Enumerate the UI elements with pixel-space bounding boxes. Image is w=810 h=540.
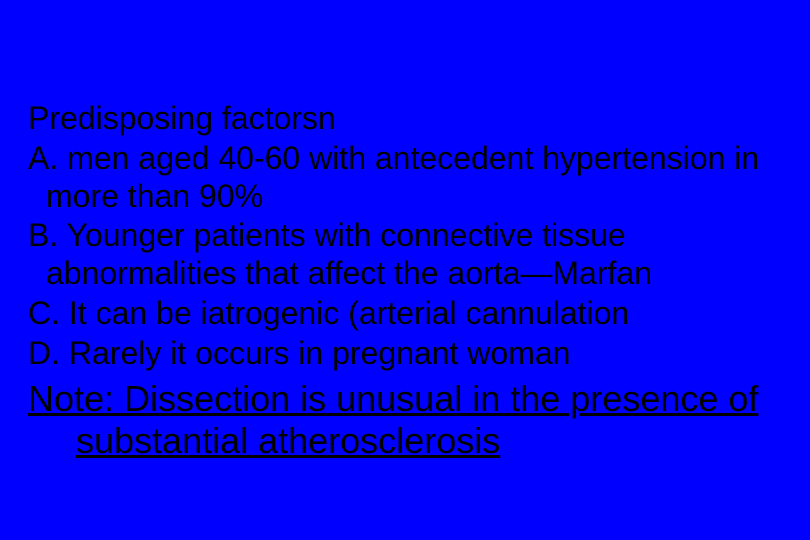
body-text-block: Predisposing factorsn A. men aged 40-60 … [28, 100, 782, 372]
note-text: Note: Dissection is unusual in the prese… [28, 378, 782, 461]
item-a: A. men aged 40-60 with antecedent hypert… [28, 140, 782, 216]
slide: Predisposing factorsn A. men aged 40-60 … [0, 0, 810, 540]
predisposing-heading: Predisposing factorsn [28, 100, 782, 138]
item-b: B. Younger patients with connective tiss… [28, 217, 782, 293]
item-c: C. It can be iatrogenic (arterial cannul… [28, 295, 782, 333]
item-d: D. Rarely it occurs in pregnant woman [28, 335, 782, 373]
